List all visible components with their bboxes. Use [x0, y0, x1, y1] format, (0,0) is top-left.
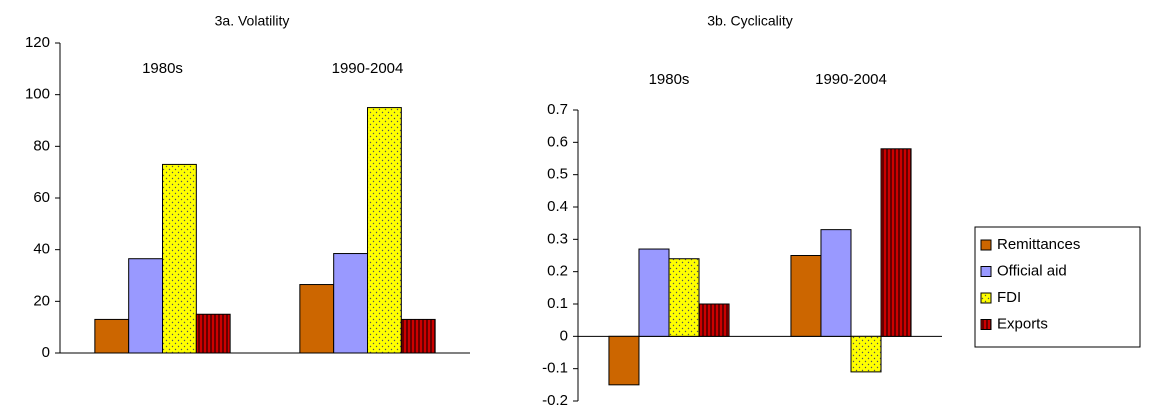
y-tick-label: 120	[25, 34, 50, 51]
y-tick-label: 0.7	[547, 101, 568, 118]
y-tick-label: 100	[25, 86, 50, 103]
legend-label: FDI	[997, 289, 1021, 306]
legend-box	[974, 226, 1141, 348]
y-tick-label: 40	[33, 241, 50, 258]
y-tick-label: 0.4	[547, 198, 568, 215]
bar	[820, 229, 852, 337]
chart-title: 3a. Volatility	[215, 13, 290, 29]
legend-swatch	[980, 239, 992, 251]
bar	[790, 255, 822, 337]
legend-label: Exports	[997, 315, 1048, 332]
y-tick-label: 0	[560, 327, 568, 344]
chart-title: 3b. Cyclicality	[707, 13, 793, 29]
legend-label: Official aid	[997, 262, 1067, 279]
y-tick-label: 0.1	[547, 295, 568, 312]
bar	[400, 318, 436, 354]
y-tick-label: 20	[33, 292, 50, 309]
legend-swatch	[980, 319, 992, 330]
bar	[162, 163, 197, 354]
y-tick-label: 0.2	[547, 263, 568, 280]
y-tick-label: 0.5	[547, 166, 568, 183]
bar	[638, 248, 670, 337]
bar	[333, 253, 368, 354]
category-label: 1990-2004	[332, 60, 404, 77]
bar	[128, 258, 164, 354]
category-label: 1990-2004	[815, 71, 887, 88]
bar	[367, 107, 402, 354]
y-tick-label: -0.1	[542, 360, 568, 377]
y-tick-label: 0.6	[547, 133, 568, 150]
bar	[668, 258, 700, 337]
category-label: 1980s	[142, 60, 183, 77]
bar	[94, 318, 130, 354]
bar	[195, 313, 231, 354]
y-tick-label: 60	[33, 189, 50, 206]
bar	[880, 148, 912, 337]
bar	[299, 284, 335, 354]
y-tick-label: 80	[33, 137, 50, 154]
legend-label: Remittances	[997, 236, 1080, 253]
y-tick-label: 0.3	[547, 230, 568, 247]
bar	[698, 303, 730, 337]
y-tick-label: -0.2	[542, 392, 568, 409]
legend-swatch	[980, 292, 992, 304]
bar	[608, 335, 640, 386]
bar	[850, 335, 882, 373]
y-tick-label: 0	[42, 344, 50, 361]
category-label: 1980s	[649, 71, 690, 88]
legend-swatch	[980, 266, 992, 277]
